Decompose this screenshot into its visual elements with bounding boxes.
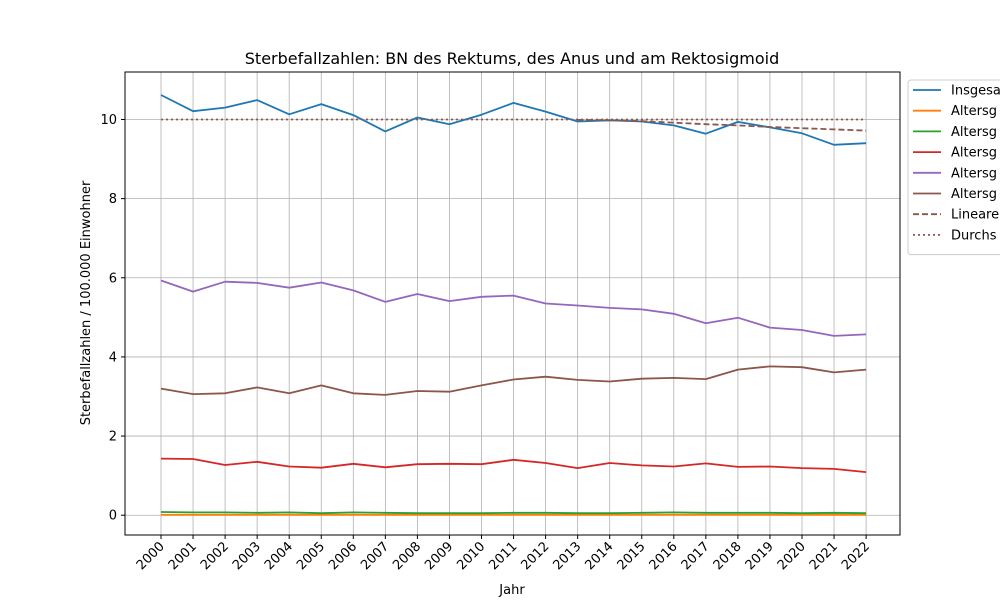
series-line-2 (160, 511, 867, 515)
legend-box (907, 79, 1000, 256)
y-tick-label: 10 (100, 113, 117, 128)
y-tick-label: 6 (109, 271, 117, 286)
legend-label: Lineare (951, 208, 999, 223)
legend-label: Altersg (951, 166, 997, 181)
y-tick-label: 2 (109, 430, 117, 445)
y-tick-label: 0 (109, 509, 117, 524)
plot-frame (124, 71, 901, 536)
legend-label: Insgesa (951, 84, 1000, 99)
series-line-6 (577, 119, 867, 132)
legend-label: Altersg (951, 104, 997, 119)
x-axis-title: Jahr (498, 583, 525, 598)
y-tick-label: 8 (109, 192, 117, 207)
y-axis-title: Sterbefallzahlen / 100.000 Einwohner (79, 180, 94, 425)
series-line-4 (160, 279, 867, 337)
chart-title: Sterbefallzahlen: BN des Rektums, des An… (245, 49, 779, 68)
legend-label: Altersg (951, 146, 997, 161)
legend: Insgesa Altersg Altersg Altersg Altersg Alter… (907, 79, 1000, 256)
legend-label: Durchs (951, 228, 997, 243)
axes: 2000200120022003200420052006200720082009… (100, 113, 872, 573)
series-line-5 (160, 365, 867, 396)
y-tick-label: 4 (109, 350, 117, 365)
legend-label: Altersg (951, 125, 997, 140)
series-line-3 (160, 457, 867, 473)
series-line-0 (160, 94, 867, 146)
series-lines (160, 94, 867, 516)
legend-label: Altersg (951, 187, 997, 202)
